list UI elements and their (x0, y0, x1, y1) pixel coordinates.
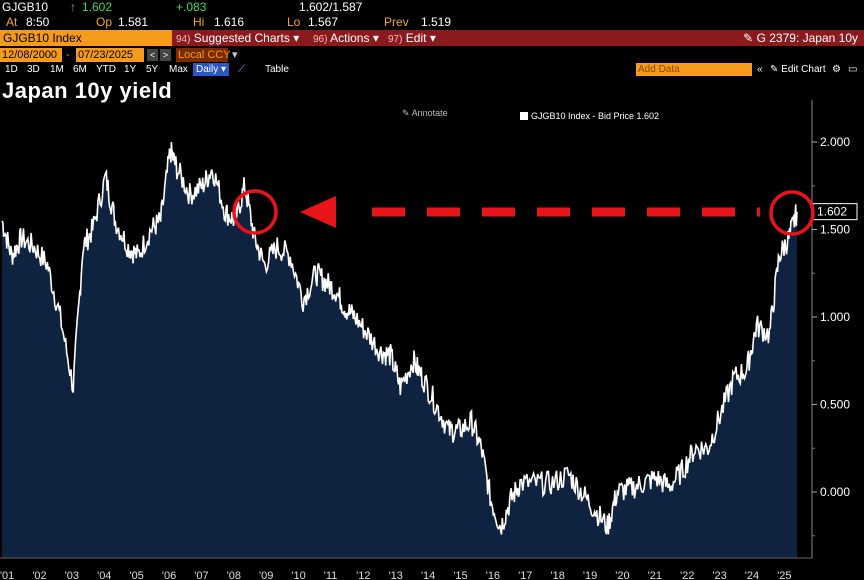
y-tick-label: 1.500 (820, 223, 850, 237)
x-tick-label: '08 (227, 570, 241, 580)
actions-menu[interactable]: 96) Actions ▾ (313, 31, 379, 45)
next-period-icon[interactable]: > (160, 49, 171, 61)
x-tick-label: '21 (648, 570, 662, 580)
ticker-symbol: GJGB10 (2, 0, 49, 14)
collapse-icon[interactable]: « (757, 64, 763, 75)
chart-type-icon[interactable]: ⟋ (238, 64, 245, 75)
up-arrow-icon: ↑ (70, 0, 76, 14)
x-tick-label: '14 (421, 570, 435, 580)
edit-icon: ✎ (743, 31, 754, 45)
x-tick-label: '15 (453, 570, 467, 580)
arrowhead-icon (300, 196, 336, 228)
x-tick-label: '01 (0, 570, 14, 580)
y-tick-label: 1.000 (820, 310, 850, 324)
x-tick-label: '07 (194, 570, 208, 580)
period-3d[interactable]: 3D (27, 64, 40, 75)
highlight-circle-2008 (232, 189, 278, 235)
x-tick-label: '11 (324, 570, 338, 580)
last-value-label: 1.602 (817, 205, 847, 219)
add-data-field[interactable]: Add Data (636, 63, 752, 76)
frequency-select[interactable]: Daily ▾ (193, 63, 230, 76)
suggested-charts-menu[interactable]: 94) Suggested Charts ▾ (176, 31, 300, 45)
edit-menu[interactable]: 97) Edit ▾ (388, 31, 436, 45)
date-range-bar: 12/08/2000 - 07/23/2025 < > Local CCY ▾ (0, 48, 864, 62)
period-1d[interactable]: 1D (5, 64, 18, 75)
bid-ask: 1.602/1.587 (299, 0, 363, 14)
date-separator: - (66, 49, 70, 61)
y-tick-label: 0.500 (820, 398, 850, 412)
edit-chart-button[interactable]: ✎ Edit Chart (770, 64, 826, 75)
legend-swatch (520, 112, 528, 120)
quote-stats: At 8:50 Op 1.581 Hi 1.616 Lo 1.567 Prev … (0, 15, 864, 30)
x-tick-label: '03 (65, 570, 79, 580)
x-tick-label: '22 (680, 570, 694, 580)
x-tick-label: '06 (162, 570, 176, 580)
period-1y[interactable]: 1Y (124, 64, 137, 75)
x-tick-label: '23 (712, 570, 726, 580)
highlight-circle-2025 (769, 190, 815, 236)
table-button[interactable]: Table (265, 64, 289, 75)
prev-period-icon[interactable]: < (147, 49, 158, 61)
legend: GJGB10 Index - Bid Price 1.602 (520, 111, 659, 121)
toolbar: GJGB10 Index 94) Suggested Charts ▾ 96) … (0, 30, 864, 46)
x-tick-label: '10 (291, 570, 305, 580)
period-ytd[interactable]: YTD (96, 64, 116, 75)
series-line (1, 142, 798, 535)
settings-icon[interactable]: ⚙ (832, 64, 841, 75)
period-bar: 1D 3D 1M 6M YTD 1Y 5Y Max Daily ▾ ⟋ Tabl… (0, 63, 864, 76)
chart-title: Japan 10y yield (2, 78, 173, 103)
start-date-field[interactable]: 12/08/2000 (0, 48, 62, 62)
x-tick-label: '17 (518, 570, 532, 580)
ticker-header: GJGB10 ↑ 1.602 +.083 1.602/1.587 (0, 0, 864, 14)
x-tick-label: '04 (97, 570, 111, 580)
prev-label: Prev (384, 15, 409, 29)
expand-icon[interactable]: ▭ (848, 64, 858, 75)
chevron-down-icon[interactable]: ▾ (232, 49, 238, 61)
period-1m[interactable]: 1M (50, 64, 64, 75)
y-tick-label: 0.000 (820, 485, 850, 499)
x-tick-label: '24 (745, 570, 759, 580)
open-label: Op (96, 15, 113, 29)
pencil-icon: ✎ (402, 108, 410, 118)
x-tick-label: '09 (259, 570, 273, 580)
period-max[interactable]: Max (169, 64, 188, 75)
x-tick-label: '20 (615, 570, 629, 580)
x-tick-label: '05 (129, 570, 143, 580)
index-label[interactable]: GJGB10 Index (0, 30, 172, 46)
chart-id-label[interactable]: ✎ G 2379: Japan 10y (743, 31, 858, 45)
annotate-button[interactable]: ✎ Annotate (402, 108, 448, 118)
prev-value: 1.519 (421, 15, 452, 29)
area-fill (1, 142, 797, 558)
currency-select[interactable]: Local CCY (176, 48, 231, 62)
x-tick-label: '16 (486, 570, 500, 580)
period-5y[interactable]: 5Y (146, 64, 159, 75)
low-value: 1.567 (308, 15, 339, 29)
x-tick-label: '19 (583, 570, 597, 580)
y-tick-label: 2.000 (820, 135, 850, 149)
x-tick-label: '12 (356, 570, 370, 580)
at-label: At (6, 15, 18, 29)
at-time: 8:50 (26, 15, 50, 29)
net-change: +.083 (176, 0, 207, 14)
high-label: Hi (193, 15, 205, 29)
open-value: 1.581 (118, 15, 149, 29)
low-label: Lo (287, 15, 301, 29)
high-value: 1.616 (214, 15, 245, 29)
x-tick-label: '25 (777, 570, 791, 580)
last-price: 1.602 (82, 0, 113, 14)
x-tick-label: '18 (550, 570, 564, 580)
end-date-field[interactable]: 07/23/2025 (76, 48, 144, 62)
x-tick-label: '02 (32, 570, 46, 580)
x-tick-label: '13 (389, 570, 403, 580)
period-6m[interactable]: 6M (73, 64, 87, 75)
